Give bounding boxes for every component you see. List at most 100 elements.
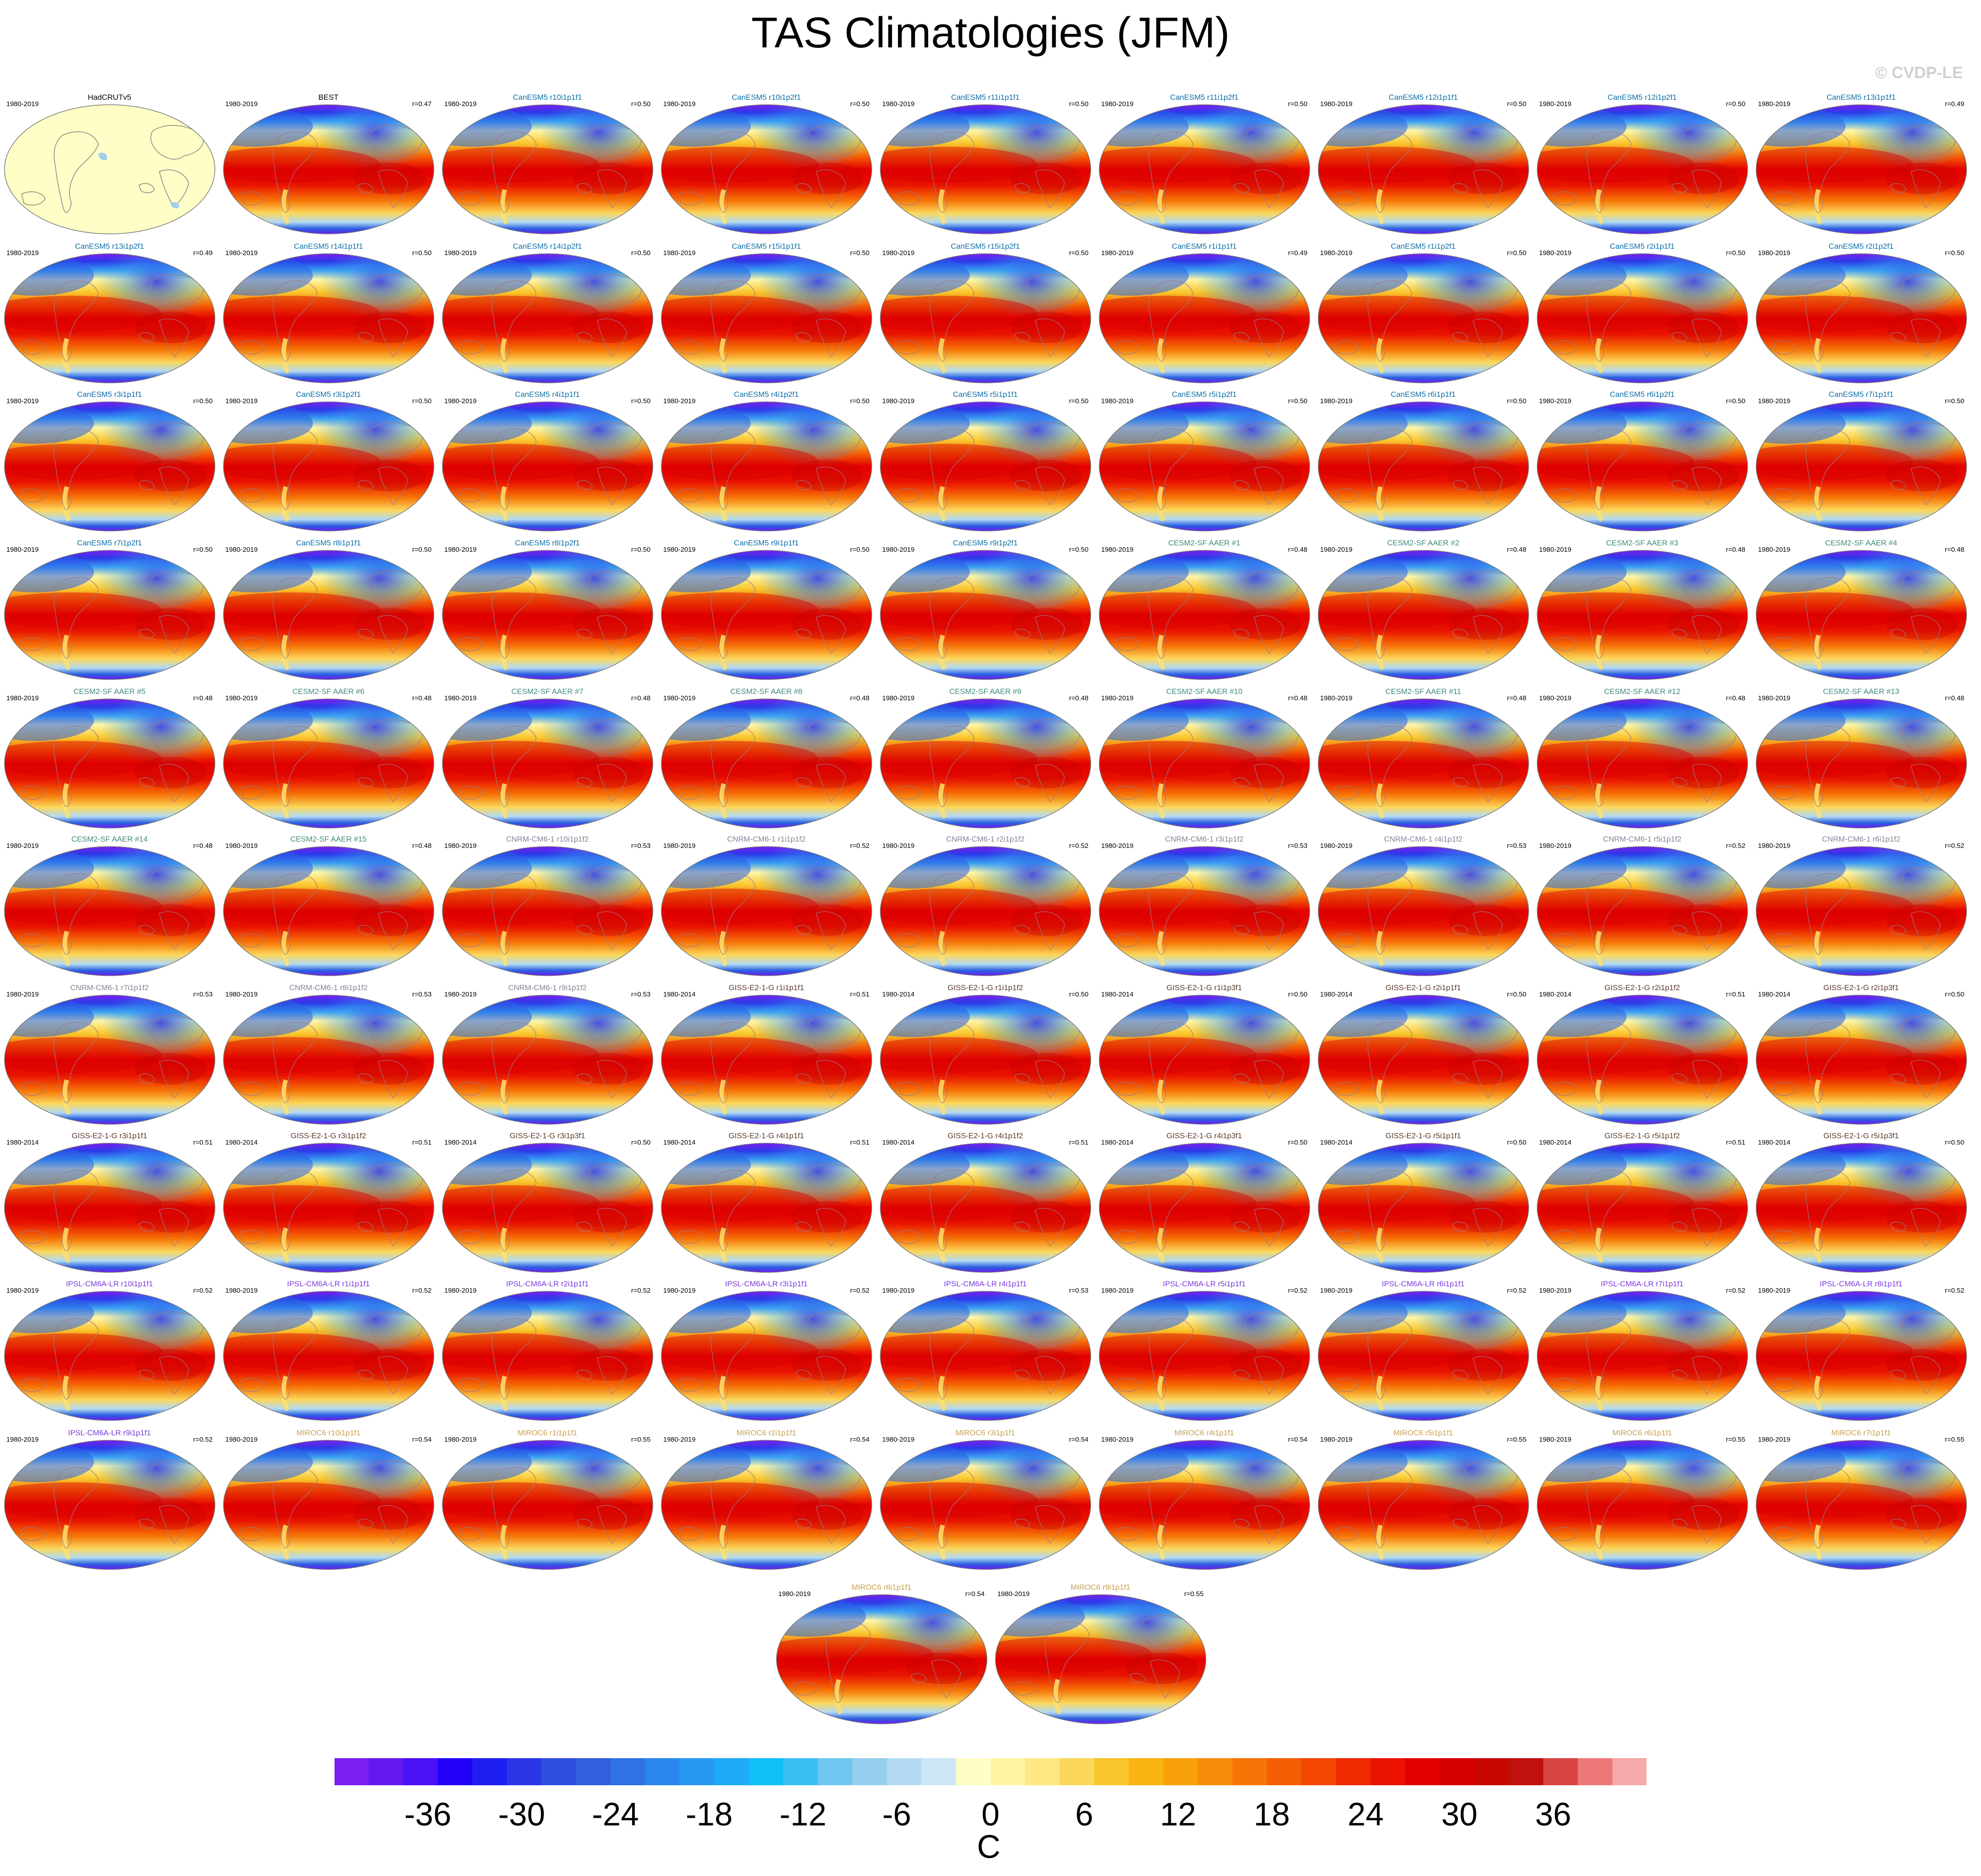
- map-globe: [4, 1440, 215, 1570]
- continent-outline: [378, 615, 408, 654]
- andes-cold-ridge: [719, 783, 728, 819]
- map-globe: [1099, 846, 1310, 976]
- continent-outline: [1586, 577, 1632, 659]
- panel-title: CESM2-SF AAER #2: [1387, 539, 1460, 547]
- panel-years: 1980-2019: [1758, 694, 1790, 702]
- panel-title: IPSL-CM6A-LR r1i1p1f1: [287, 1280, 370, 1288]
- map-globe: [661, 1291, 872, 1421]
- map-panel-canesm5-r10i1p2f1: CanESM5 r10i1p2f1 1980-2019 r=0.50: [657, 90, 876, 234]
- panel-years: 1980-2019: [1320, 1436, 1353, 1443]
- continent-outline: [897, 1082, 921, 1096]
- panel-years: 1980-2019: [225, 991, 258, 998]
- continent-outline: [159, 1356, 189, 1395]
- panel-title: CanESM5 r11i1p2f1: [1170, 93, 1239, 102]
- continent-outline: [1116, 637, 1140, 652]
- continent-outline: [1554, 933, 1578, 948]
- africa-warm-overlay: [353, 1349, 426, 1381]
- continent-outline: [1902, 1015, 1956, 1050]
- continent-outline: [1692, 318, 1722, 358]
- colorbar-swatch: [1198, 1758, 1233, 1786]
- andes-cold-ridge: [500, 189, 509, 225]
- continent-outline: [54, 726, 99, 807]
- africa-warm-overlay: [1010, 1498, 1083, 1530]
- continent-outline: [378, 466, 408, 506]
- panel-title: IPSL-CM6A-LR r9i1p1f1: [68, 1429, 151, 1437]
- panel-title: CanESM5 r6i1p1f1: [1390, 390, 1456, 399]
- andes-cold-ridge: [281, 1375, 290, 1411]
- panel-pattern-correlation: r=0.52: [1069, 842, 1088, 850]
- continent-outline: [1026, 422, 1080, 457]
- andes-cold-ridge: [281, 338, 290, 374]
- africa-warm-overlay: [1448, 460, 1521, 491]
- panel-years: 1980-2019: [1101, 1436, 1134, 1443]
- panel-title: CanESM5 r9i1p1f1: [734, 539, 799, 547]
- map-panel-canesm5-r9i1p1f1: CanESM5 r9i1p1f1 1980-2019 r=0.50: [657, 536, 876, 680]
- warm-pool-overlay: [1318, 1037, 1475, 1073]
- continent-outline: [1473, 763, 1503, 803]
- map-globe: [1756, 995, 1967, 1125]
- continent-outline: [1245, 866, 1299, 902]
- continent-outline: [159, 466, 189, 506]
- map-border: [1756, 401, 1967, 531]
- map-border: [1099, 698, 1310, 829]
- map-border: [1537, 401, 1748, 531]
- map-border: [4, 104, 215, 234]
- panel-title: CESM2-SF AAER #6: [292, 687, 365, 696]
- africa-warm-overlay: [135, 312, 207, 343]
- continent-outline: [1805, 131, 1851, 213]
- map-panel-ipsl-cm6a-lr-r10i1p1f1: IPSL-CM6A-LR r10i1p1f1 1980-2019 r=0.52: [0, 1277, 219, 1421]
- warm-pool-overlay: [880, 444, 1037, 480]
- map-globe: [1318, 104, 1529, 234]
- andes-cold-ridge: [62, 1375, 71, 1411]
- map-border: [223, 550, 434, 680]
- andes-cold-ridge: [281, 931, 290, 967]
- map-panel-cesm2-sf-aaer-13: CESM2-SF AAER #13 1980-2019 r=0.48: [1752, 684, 1971, 829]
- map-panel-ipsl-cm6a-lr-r7i1p1f1: IPSL-CM6A-LR r7i1p1f1 1980-2019 r=0.52: [1533, 1277, 1752, 1421]
- andes-cold-ridge: [719, 634, 728, 670]
- panel-title: MIROC6 r1i1p1f1: [517, 1429, 577, 1437]
- panel-pattern-correlation: r=0.50: [631, 397, 651, 405]
- panel-pattern-correlation: r=0.54: [1288, 1436, 1307, 1443]
- map-panel-cnrm-cm6-1-r1i1p1f2: CNRM-CM6-1 r1i1p1f2 1980-2019 r=0.52: [657, 832, 876, 976]
- continent-outline: [378, 911, 408, 950]
- warm-pool-overlay: [1756, 1185, 1913, 1221]
- continent-outline: [577, 332, 593, 342]
- map-panel-canesm5-r5i1p2f1: CanESM5 r5i1p2f1 1980-2019 r=0.50: [1095, 387, 1314, 531]
- map-globe: [880, 1291, 1091, 1421]
- continent-outline: [1473, 1060, 1503, 1099]
- panel-title: MIROC6 r5i1p1f1: [1393, 1429, 1453, 1437]
- panel-pattern-correlation: r=0.50: [193, 397, 213, 405]
- warm-pool-overlay: [1537, 1185, 1694, 1221]
- map-panel-canesm5-r15i1p2f1: CanESM5 r15i1p2f1 1980-2019 r=0.50: [876, 239, 1095, 383]
- continent-outline: [1773, 933, 1797, 948]
- panel-years: 1980-2019: [444, 397, 477, 405]
- map-panel-canesm5-r1i1p1f1: CanESM5 r1i1p1f1 1980-2019 r=0.49: [1095, 239, 1314, 383]
- map-panel-miroc6-r10i1p1f1: MIROC6 r10i1p1f1 1980-2019 r=0.54: [219, 1426, 438, 1570]
- panel-pattern-correlation: r=0.51: [1069, 1139, 1088, 1146]
- colorbar-swatch: [1060, 1758, 1095, 1786]
- map-border: [880, 995, 1091, 1125]
- continent-outline: [1452, 1369, 1469, 1380]
- warm-pool-overlay: [1099, 1333, 1256, 1369]
- andes-cold-ridge: [1376, 1227, 1385, 1263]
- warm-pool-overlay: [1318, 741, 1475, 777]
- continent-outline: [922, 1615, 976, 1650]
- map-panel-canesm5-r1i1p2f1: CanESM5 r1i1p2f1 1980-2019 r=0.50: [1314, 239, 1533, 383]
- africa-warm-overlay: [1229, 757, 1302, 788]
- continent-outline: [911, 1673, 927, 1683]
- africa-warm-overlay: [1229, 608, 1302, 640]
- continent-outline: [1911, 911, 1941, 950]
- map-panel-canesm5-r3i1p1f1: CanESM5 r3i1p1f1 1980-2019 r=0.50: [0, 387, 219, 531]
- continent-outline: [378, 1060, 408, 1099]
- panel-pattern-correlation: r=0.50: [1069, 100, 1088, 108]
- panel-years: 1980-2019: [1320, 842, 1353, 850]
- map-panel-ipsl-cm6a-lr-r6i1p1f1: IPSL-CM6A-LR r6i1p1f1 1980-2019 r=0.52: [1314, 1277, 1533, 1421]
- panel-years: 1980-2019: [1101, 842, 1134, 850]
- continent-outline: [1890, 1518, 1907, 1529]
- continent-outline: [711, 1318, 756, 1400]
- map-border: [223, 846, 434, 976]
- panel-title: GISS-E2-1-G r5i1p3f1: [1823, 1131, 1899, 1140]
- continent-outline: [1233, 1518, 1250, 1529]
- panel-title: CESM2-SF AAER #1: [1168, 539, 1241, 547]
- map-panel-cesm2-sf-aaer-8: CESM2-SF AAER #8 1980-2019 r=0.48: [657, 684, 876, 829]
